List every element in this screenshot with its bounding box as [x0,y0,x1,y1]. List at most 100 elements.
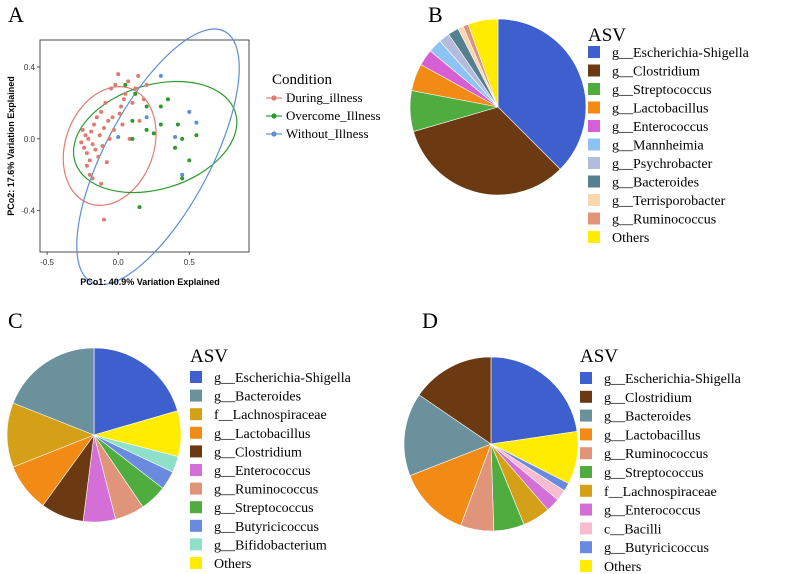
pie-slice-g-escherichia-shigella [490,356,578,445]
legend-swatch [588,64,600,77]
legend-key-dot [271,113,277,119]
condition-legend-title: Condition [272,72,333,88]
point-during-illness [104,160,109,165]
legend-label: Without_Illness [286,126,369,141]
legend-swatch [588,46,600,58]
legend-item-g-terrisporobacter: g__Terrisporobacter [588,194,726,209]
legend-label: g__Terrisporobacter [612,194,726,209]
point-without-illness [180,172,185,177]
pie-slice-g-lactobacillus [409,443,492,526]
point-during-illness [86,136,91,141]
x-axis-title: PCo1: 40.9% Variation Explained [80,277,220,287]
legend-swatch [580,503,592,516]
legend-item-g-enterococcus: g__Enterococcus [190,464,310,479]
pie-chart-d [403,356,579,532]
point-overcome-illness [194,133,199,138]
point-during-illness [84,151,89,156]
legend-item-f-lachnospiraceae: f__Lachnospiraceae [190,408,327,423]
legend-label: g__Streptococcus [604,466,704,481]
legend-item-overcome-illness: Overcome_Illness [266,108,381,123]
point-during-illness [89,129,94,134]
pie-slice-g-escherichia-shigella [93,347,178,436]
point-overcome-illness [180,136,185,141]
legend-swatch [588,83,600,95]
legend-label: g__Clostridium [214,445,302,460]
legend-swatch [190,464,202,476]
legend-label: g__Ruminococcus [214,483,318,498]
legend-item-g-ruminococcus: g__Ruminococcus [190,482,318,498]
point-during-illness [133,86,138,91]
legend-item-g-bacteroides: g__Bacteroides [580,409,691,425]
point-overcome-illness [123,82,128,87]
point-without-illness [116,135,121,140]
point-during-illness [90,176,95,181]
x-tick-label: 0.5 [184,258,196,267]
point-without-illness [158,73,163,78]
point-overcome-illness [137,205,142,210]
asv-legend-title: ASV [190,346,228,367]
legend-swatch [190,501,202,514]
point-during-illness [99,109,104,114]
point-without-illness [173,135,178,140]
point-overcome-illness [130,118,135,123]
y-axis-title: PCo2: 17.6% Variation Explained [6,76,16,216]
point-during-illness [94,115,99,120]
x-axis-ticks: -0.5 0.0 0.5 [40,252,195,267]
legend-item-g-streptococcus: g__Streptococcus [588,83,712,98]
scatter-points [79,72,199,222]
x-tick-label: 0.0 [113,258,125,267]
legend-label: Others [214,557,251,572]
legend-swatch [588,194,600,206]
legend-label: g__Enterococcus [612,120,708,135]
legend-swatch [190,408,202,421]
point-during-illness [141,97,146,102]
legend-label: g__Enterococcus [604,504,700,519]
point-during-illness [116,72,121,77]
point-during-illness [121,97,126,102]
legend-swatch [588,138,600,151]
legend-label: g__Psychrobacter [612,157,713,172]
legend-swatch [580,466,592,478]
legend-label: g__Mannheimia [612,139,705,154]
legend-swatch [580,372,592,384]
panel-letter-a: A [8,2,24,27]
legend-swatch [190,389,202,402]
legend-swatch [190,557,202,569]
y-tick-label: 0.0 [24,135,36,144]
legend-item-g-bifidobacterium: g__Bifidobacterium [190,538,327,553]
legend-swatch [190,519,202,532]
legend-label: g__Ruminococcus [612,213,716,228]
point-during-illness [82,145,87,150]
legend-item-during-illness: During_illness [266,90,363,105]
legend-swatch [190,538,202,551]
legend-item-g-streptococcus: g__Streptococcus [190,501,314,516]
point-during-illness [87,158,92,163]
pie-slice-g-bacteroides [403,394,492,477]
legend-item-g-butyricicoccus: g__Butyricicoccus [190,519,319,535]
point-overcome-illness [175,122,180,127]
legend-swatch [580,409,592,422]
legend-item-g-escherichia-shigella: g__Escherichia-Shigella [588,46,750,61]
y-axis-ticks: 0.4 0.0 -0.4 [21,63,40,216]
point-overcome-illness [130,136,135,141]
legend-label: f__Lachnospiraceae [604,485,717,500]
pie-chart-b [409,18,587,196]
point-overcome-illness [187,158,192,163]
point-during-illness [137,118,142,123]
legend-label: g__Streptococcus [612,83,712,98]
point-overcome-illness [173,145,178,150]
point-during-illness [97,133,102,138]
legend-swatch [580,390,592,403]
pie-slice-g-escherichia-shigella [497,18,587,170]
legend-label: g__Clostridium [612,65,700,80]
legend-swatch [588,231,600,243]
y-tick-label: 0.4 [24,63,36,72]
legend-label: g__Bacteroides [612,176,699,191]
point-during-illness [136,73,141,78]
legend-swatch [588,120,600,132]
legend-swatch [580,447,592,460]
legend-label: g__Escherichia-Shigella [612,46,750,61]
legend-label: g__Bacteroides [214,390,301,405]
legend-swatch [190,482,202,495]
